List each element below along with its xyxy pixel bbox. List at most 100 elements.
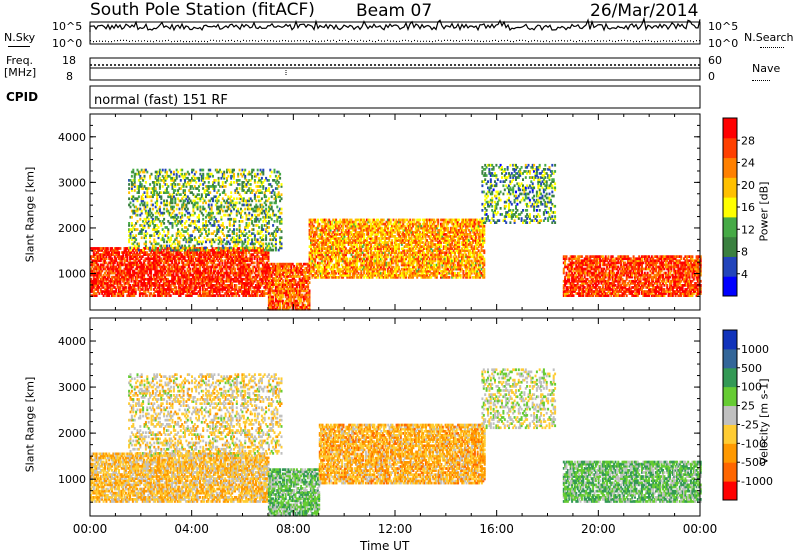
power-cell: [310, 251, 312, 255]
power-cell: [274, 271, 277, 274]
power-cell: [347, 274, 350, 277]
power-cell: [437, 249, 440, 253]
power-cell: [353, 274, 356, 277]
power-cell: [143, 247, 146, 250]
power-cell: [414, 224, 417, 228]
power-cell: [329, 257, 332, 261]
power-cell: [183, 275, 186, 279]
power-cell: [389, 233, 392, 236]
power-cell: [312, 245, 315, 248]
power-cell: [440, 224, 442, 228]
power-cell: [437, 265, 440, 269]
power-cell: [290, 301, 293, 305]
power-cell: [162, 279, 165, 283]
power-cell: [199, 286, 201, 289]
power-cell: [398, 267, 400, 271]
power-cell: [193, 267, 196, 271]
power-cell: [147, 290, 150, 293]
power-cell: [200, 277, 203, 281]
power-cell: [398, 228, 400, 232]
power-cell: [393, 274, 396, 277]
power-cell: [431, 251, 434, 255]
power-cell: [260, 271, 263, 275]
power-cell: [354, 233, 357, 236]
power-cell: [440, 276, 442, 279]
power-cell: [421, 228, 424, 232]
power-cell: [141, 282, 144, 285]
power-cell: [337, 224, 340, 228]
power-cell: [129, 267, 132, 271]
power-cell: [441, 276, 444, 279]
power-cell: [353, 220, 356, 224]
power-cell: [248, 288, 250, 291]
power-cell: [356, 233, 359, 236]
power-cell: [305, 289, 308, 293]
power-cell: [201, 292, 204, 295]
power-cell: [246, 259, 249, 263]
power-cell: [360, 249, 363, 253]
power-cell: [124, 288, 127, 291]
power-cell: [379, 230, 382, 234]
power-cell: [298, 285, 301, 289]
power-cell: [158, 282, 161, 285]
power-cell: [412, 233, 414, 236]
power-cell: [187, 273, 190, 277]
power-cell: [147, 257, 150, 261]
power-cell: [361, 267, 364, 271]
power-cell: [403, 274, 406, 277]
power-cell: [131, 294, 134, 297]
power-cell: [266, 257, 269, 261]
power-cell: [405, 271, 407, 275]
power-cell: [403, 241, 406, 244]
power-cell: [302, 271, 305, 274]
power-cell: [119, 292, 122, 295]
power-cell: [129, 275, 132, 279]
power-cell: [307, 269, 310, 272]
power-cell: [102, 261, 105, 265]
power-cell: [234, 259, 236, 263]
power-cell: [430, 233, 433, 236]
power-cell: [118, 247, 120, 250]
power-cell: [360, 276, 363, 279]
power-cell: [106, 275, 109, 279]
power-cell: [264, 267, 267, 271]
power-cell: [356, 237, 359, 240]
power-cell: [308, 230, 311, 234]
power-cell: [183, 247, 186, 250]
power-cell: [277, 299, 280, 303]
power-cell: [165, 253, 168, 256]
power-cell: [364, 249, 367, 253]
power-cell: [430, 265, 433, 269]
power-cell: [104, 251, 106, 254]
power-cell: [317, 253, 319, 257]
power-cell: [435, 237, 438, 240]
power-cell: [260, 279, 263, 283]
power-cell: [406, 222, 409, 226]
power-cell: [350, 222, 353, 226]
power-cell: [211, 253, 214, 256]
power-cell: [175, 263, 178, 267]
power-cell: [329, 226, 332, 230]
power-cell: [421, 253, 424, 257]
power-cell: [431, 230, 434, 234]
power-cell: [213, 257, 215, 261]
power-cell: [116, 251, 119, 254]
power-cell: [317, 226, 319, 230]
power-cell: [414, 228, 417, 232]
power-cell: [444, 226, 447, 230]
power-cell: [288, 273, 291, 276]
power-cell: [392, 271, 395, 275]
power-cell: [158, 284, 161, 287]
power-cell: [294, 289, 297, 293]
power-cell: [350, 263, 353, 267]
power-cell: [208, 286, 211, 289]
power-cell: [374, 247, 377, 250]
power-cell: [386, 263, 389, 267]
power-cell: [332, 257, 335, 261]
power-cell: [264, 271, 267, 275]
power-cell: [378, 269, 381, 273]
power-cell: [255, 273, 257, 277]
power-cell: [257, 282, 260, 285]
power-cell: [386, 241, 389, 244]
power-cell: [158, 257, 161, 261]
